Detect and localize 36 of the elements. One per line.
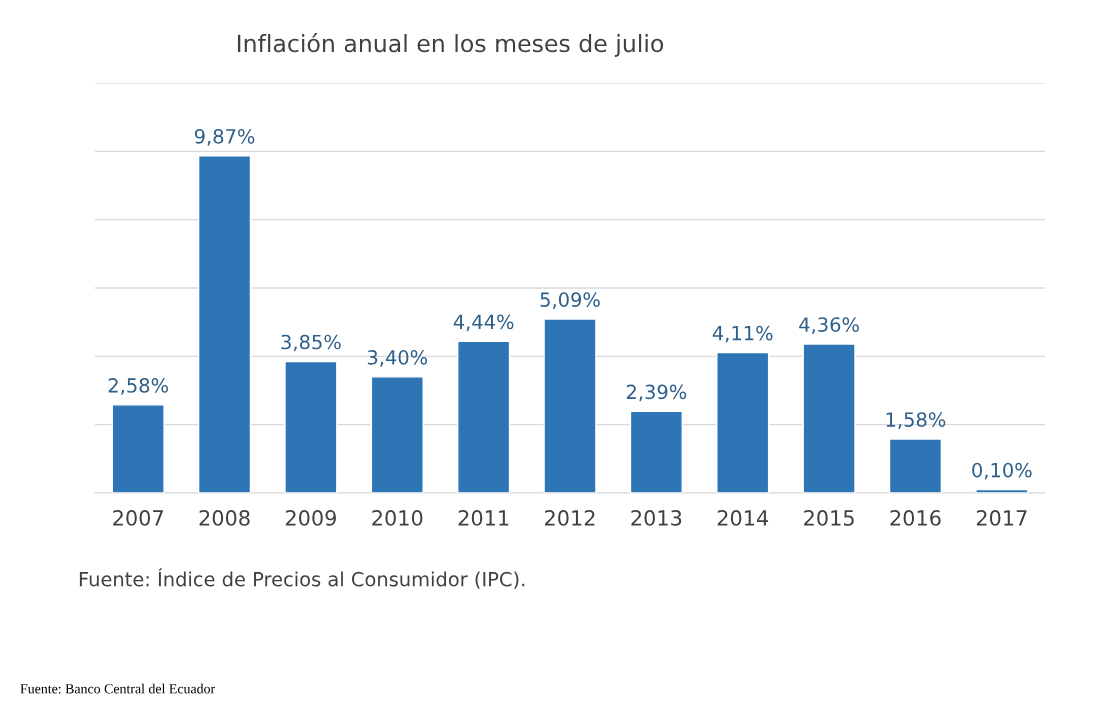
- bar: [888, 438, 943, 493]
- x-tick-label: 2008: [199, 510, 250, 526]
- data-label: 2,39%: [626, 384, 687, 402]
- data-label: 4,11%: [712, 325, 773, 343]
- chart-title: Inflación anual en los meses de julio: [237, 33, 664, 57]
- data-label: 1,58%: [886, 412, 946, 429]
- x-tick-label: 2012: [545, 510, 595, 526]
- x-tick-label: 2007: [113, 510, 163, 526]
- data-label: 4,36%: [799, 317, 859, 334]
- data-label: 3,40%: [367, 350, 428, 367]
- x-tick-label: 2013: [631, 510, 682, 526]
- x-tick-label: 2014: [717, 510, 769, 526]
- x-tick-label: 2015: [804, 510, 854, 526]
- source-note: Fuente: Índice de Precios al Consumidor (IPC).: [79, 568, 525, 589]
- bar: [197, 155, 252, 493]
- x-tick-label: 2017: [976, 510, 1027, 526]
- data-label: 3,85%: [281, 334, 341, 352]
- data-label: 2,58%: [108, 378, 168, 395]
- data-label: 0,10%: [972, 462, 1032, 480]
- bar: [629, 410, 683, 493]
- bar: [802, 343, 856, 493]
- data-label: 4,44%: [453, 314, 514, 332]
- bar: [975, 488, 1029, 493]
- bar: [111, 404, 165, 493]
- source-note: Fuente: Banco Central del Ecuador: [20, 683, 216, 694]
- bar: [716, 351, 770, 493]
- bar: [370, 376, 424, 493]
- bar: [284, 360, 338, 493]
- data-label: 5,09%: [540, 292, 600, 309]
- x-tick-label: 2011: [458, 510, 509, 526]
- bar: [543, 318, 597, 493]
- x-tick-label: 2016: [890, 510, 941, 526]
- x-tick-label: 2010: [372, 510, 423, 526]
- bar: [457, 340, 511, 493]
- data-label: 9,87%: [194, 128, 255, 146]
- x-tick-label: 2009: [285, 510, 336, 526]
